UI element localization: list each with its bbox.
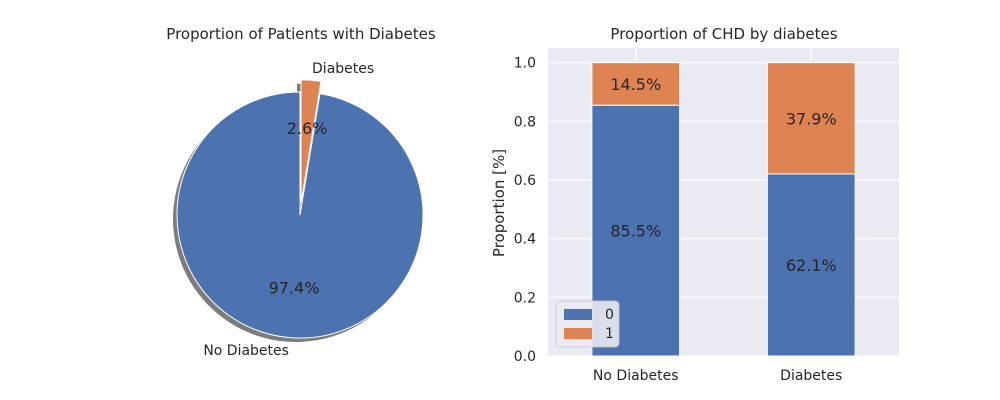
y-tick-label: 0.6: [514, 173, 536, 189]
y-tick-label: 0.2: [514, 290, 536, 306]
pie-chart: Proportion of Patients with Diabetes 97.…: [166, 25, 436, 359]
pie-pct-label: 2.6%: [287, 119, 328, 138]
pie-slice-no-diabetes: [176, 91, 424, 339]
pie-category-label: No Diabetes: [203, 343, 289, 359]
x-tick-label: Diabetes: [780, 368, 842, 384]
x-tick-label: No Diabetes: [593, 368, 679, 384]
bar-data-label: 14.5%: [610, 75, 661, 94]
pie-pct-label: 97.4%: [269, 279, 320, 298]
bar-data-label: 62.1%: [786, 256, 837, 275]
y-tick-label: 0.8: [514, 114, 536, 130]
bar-data-label: 85.5%: [610, 222, 661, 241]
pie-title: Proportion of Patients with Diabetes: [166, 25, 436, 43]
pie-category-label: Diabetes: [312, 61, 374, 77]
y-axis-label: Proportion [%]: [490, 149, 508, 257]
legend-label: 1: [605, 326, 614, 342]
bar-data-label: 37.9%: [786, 109, 837, 128]
pie-slice-diabetes: [300, 79, 322, 203]
legend-swatch: [564, 328, 592, 339]
legend-swatch: [564, 309, 592, 320]
legend: 01: [555, 300, 620, 348]
y-tick-label: 0.4: [514, 232, 536, 248]
bar-segment: [591, 62, 681, 106]
stacked-bar-chart: 85.5% 14.5% 62.1% 37.9% 0.0 0.2 0.4 0.6 0.8 1.0 N…: [490, 25, 899, 384]
bar-title: Proportion of CHD by diabetes: [610, 25, 837, 43]
y-tick-label: 0.0: [514, 349, 536, 365]
legend-label: 0: [605, 307, 614, 323]
bar-segment: [766, 173, 856, 357]
y-tick-label: 1.0: [514, 56, 536, 72]
bar-segment: [766, 62, 856, 175]
